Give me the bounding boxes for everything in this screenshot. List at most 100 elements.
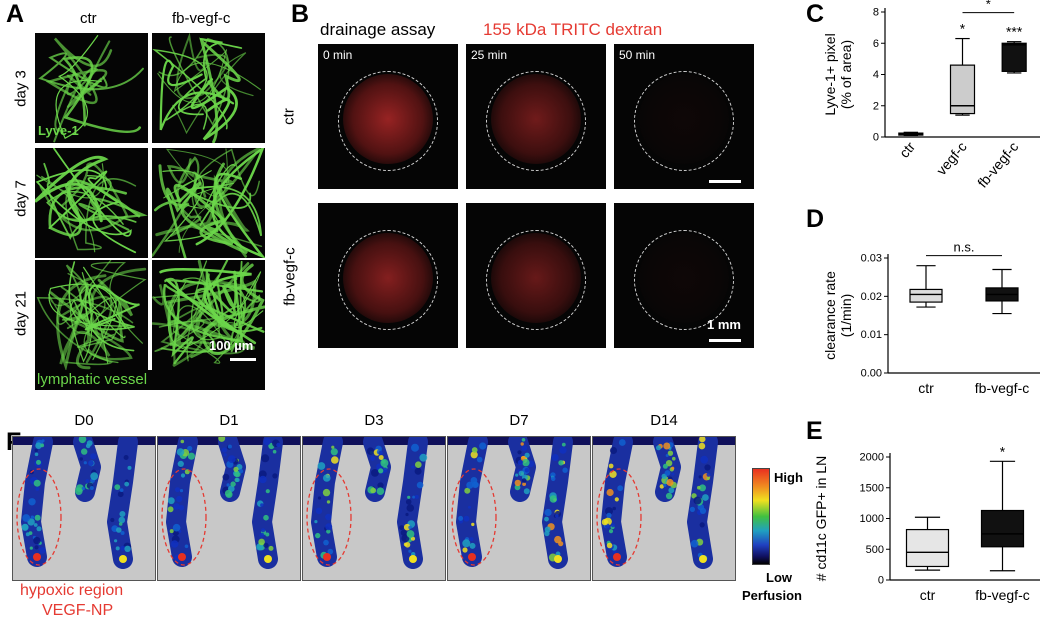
perfusion-speckle xyxy=(260,503,264,507)
panel-a-row-day21: day 21 xyxy=(12,290,30,337)
perfusion-speckle xyxy=(184,544,189,549)
perfusion-speckle xyxy=(521,438,526,442)
perfusion-speckle xyxy=(36,459,41,465)
panel-a-tile-2-1 xyxy=(152,260,265,370)
perfusion-speckle xyxy=(551,454,559,461)
panel-a-scale-bar-label: 100 µm xyxy=(209,338,254,353)
perfusion-speckle xyxy=(81,486,86,491)
perfusion-speckle xyxy=(690,539,699,548)
perfusion-speckle xyxy=(559,446,567,454)
perfusion-speckle xyxy=(326,529,331,534)
perfusion-colorbar xyxy=(752,468,770,565)
vessel-drawing xyxy=(152,148,265,258)
panel-a-footer-label: lymphatic vessel xyxy=(37,371,148,388)
perfusion-speckle xyxy=(118,516,126,524)
perfusion-speckle xyxy=(470,451,478,459)
perfusion-speckle xyxy=(476,456,483,463)
x-tick-label: vegf-c xyxy=(933,139,970,178)
panel-b-time-label: 0 min xyxy=(323,48,353,62)
vessel-stroke xyxy=(58,295,133,364)
panel-a-tile-2-0 xyxy=(35,260,148,370)
perfusion-speckle xyxy=(36,526,42,532)
vessel-stroke xyxy=(176,33,229,100)
perfusion-speckle xyxy=(470,477,478,484)
perfusion-speckle xyxy=(524,468,530,473)
perfusion-speckle xyxy=(462,547,468,553)
perfusion-speckle xyxy=(114,484,121,490)
perfusion-speckle xyxy=(380,459,389,467)
panel-b-row-fb-vegf-c: fb-vegf-c xyxy=(281,247,299,306)
perfusion-speckle xyxy=(469,537,474,542)
perfusion-speckle xyxy=(524,452,530,458)
panel-label-e: E xyxy=(806,417,823,445)
y-tick-label: 0.03 xyxy=(861,253,882,265)
perfusion-speckle xyxy=(562,467,568,473)
perfusion-speckle xyxy=(173,503,180,510)
perfusion-hotspot xyxy=(613,553,621,561)
perfusion-speckle xyxy=(259,532,265,538)
perfusion-speckle xyxy=(706,472,711,477)
perfusion-speckle xyxy=(521,478,527,483)
panel-label-b: B xyxy=(291,0,310,28)
perfusion-speckle xyxy=(78,437,87,444)
vessel-stroke xyxy=(195,148,265,258)
perfusion-speckle xyxy=(412,495,416,499)
panel-a-tile-0-1 xyxy=(152,33,265,143)
perfusion-limb xyxy=(252,437,283,569)
perfusion-speckle xyxy=(322,488,331,497)
perfusion-speckle xyxy=(662,463,668,469)
perfusion-speckle xyxy=(672,456,676,461)
perfusion-speckle xyxy=(408,549,412,553)
vessel-stroke xyxy=(35,148,132,237)
perfusion-speckle xyxy=(699,507,707,514)
perfusion-speckle xyxy=(180,473,186,478)
perfusion-speckle xyxy=(605,507,613,516)
injection-region-outline xyxy=(338,71,438,171)
perfusion-speckle xyxy=(523,488,530,495)
perfusion-speckle xyxy=(234,470,241,478)
perfusion-speckle xyxy=(331,445,335,449)
perfusion-speckle xyxy=(89,486,94,490)
perfusion-speckle xyxy=(698,442,706,450)
panel-label-a: A xyxy=(6,0,25,28)
perfusion-speckle xyxy=(235,478,240,482)
colorbar-low-label: Low xyxy=(766,570,792,585)
vessel-stroke xyxy=(56,283,123,348)
y-tick-label: 6 xyxy=(873,38,879,50)
panel-a-footer-bar: lymphatic vessel xyxy=(35,370,265,390)
panel-a-row-day3: day 3 xyxy=(12,70,30,107)
vessel-stroke xyxy=(45,37,113,105)
perfusion-speckle xyxy=(85,479,90,484)
x-tick-label: fb-vegf-c xyxy=(975,380,1029,396)
perfusion-speckle xyxy=(463,515,470,522)
perfusion-speckle xyxy=(179,489,184,493)
perfusion-speckle xyxy=(406,530,415,538)
x-tick-label: ctr xyxy=(920,587,936,603)
perfusion-speckle xyxy=(408,525,412,530)
vessel-stroke xyxy=(38,52,144,91)
perfusion-speckle xyxy=(558,460,564,466)
perfusion-speckle xyxy=(411,443,419,452)
panel-b-scale-bar xyxy=(709,180,741,183)
perfusion-speckle xyxy=(261,454,270,463)
box-iqr xyxy=(1001,42,1027,72)
perfusion-speckle xyxy=(218,437,226,442)
perfusion-speckle xyxy=(227,455,236,463)
perfusion-speckle xyxy=(377,482,384,489)
perfusion-speckle xyxy=(522,482,526,486)
perfusion-speckle xyxy=(691,493,697,499)
perfusion-speckle xyxy=(227,444,232,449)
perfusion-speckle xyxy=(462,539,471,548)
perfusion-speckle xyxy=(114,539,118,543)
y-tick-label: 2 xyxy=(873,100,879,112)
x-tick-label: fb-vegf-c xyxy=(975,587,1029,603)
perfusion-image-d0 xyxy=(12,436,156,581)
perfusion-speckle xyxy=(171,540,179,548)
panel-b-time-label: 50 min xyxy=(619,48,656,62)
perfusion-speckle xyxy=(119,488,124,492)
panel-f-caption-line2: VEGF-NP xyxy=(42,602,114,619)
injection-region-outline xyxy=(634,230,734,330)
y-tick-label: 0 xyxy=(878,575,884,587)
perfusion-speckle xyxy=(28,498,36,506)
panel-label-c: C xyxy=(806,0,825,28)
